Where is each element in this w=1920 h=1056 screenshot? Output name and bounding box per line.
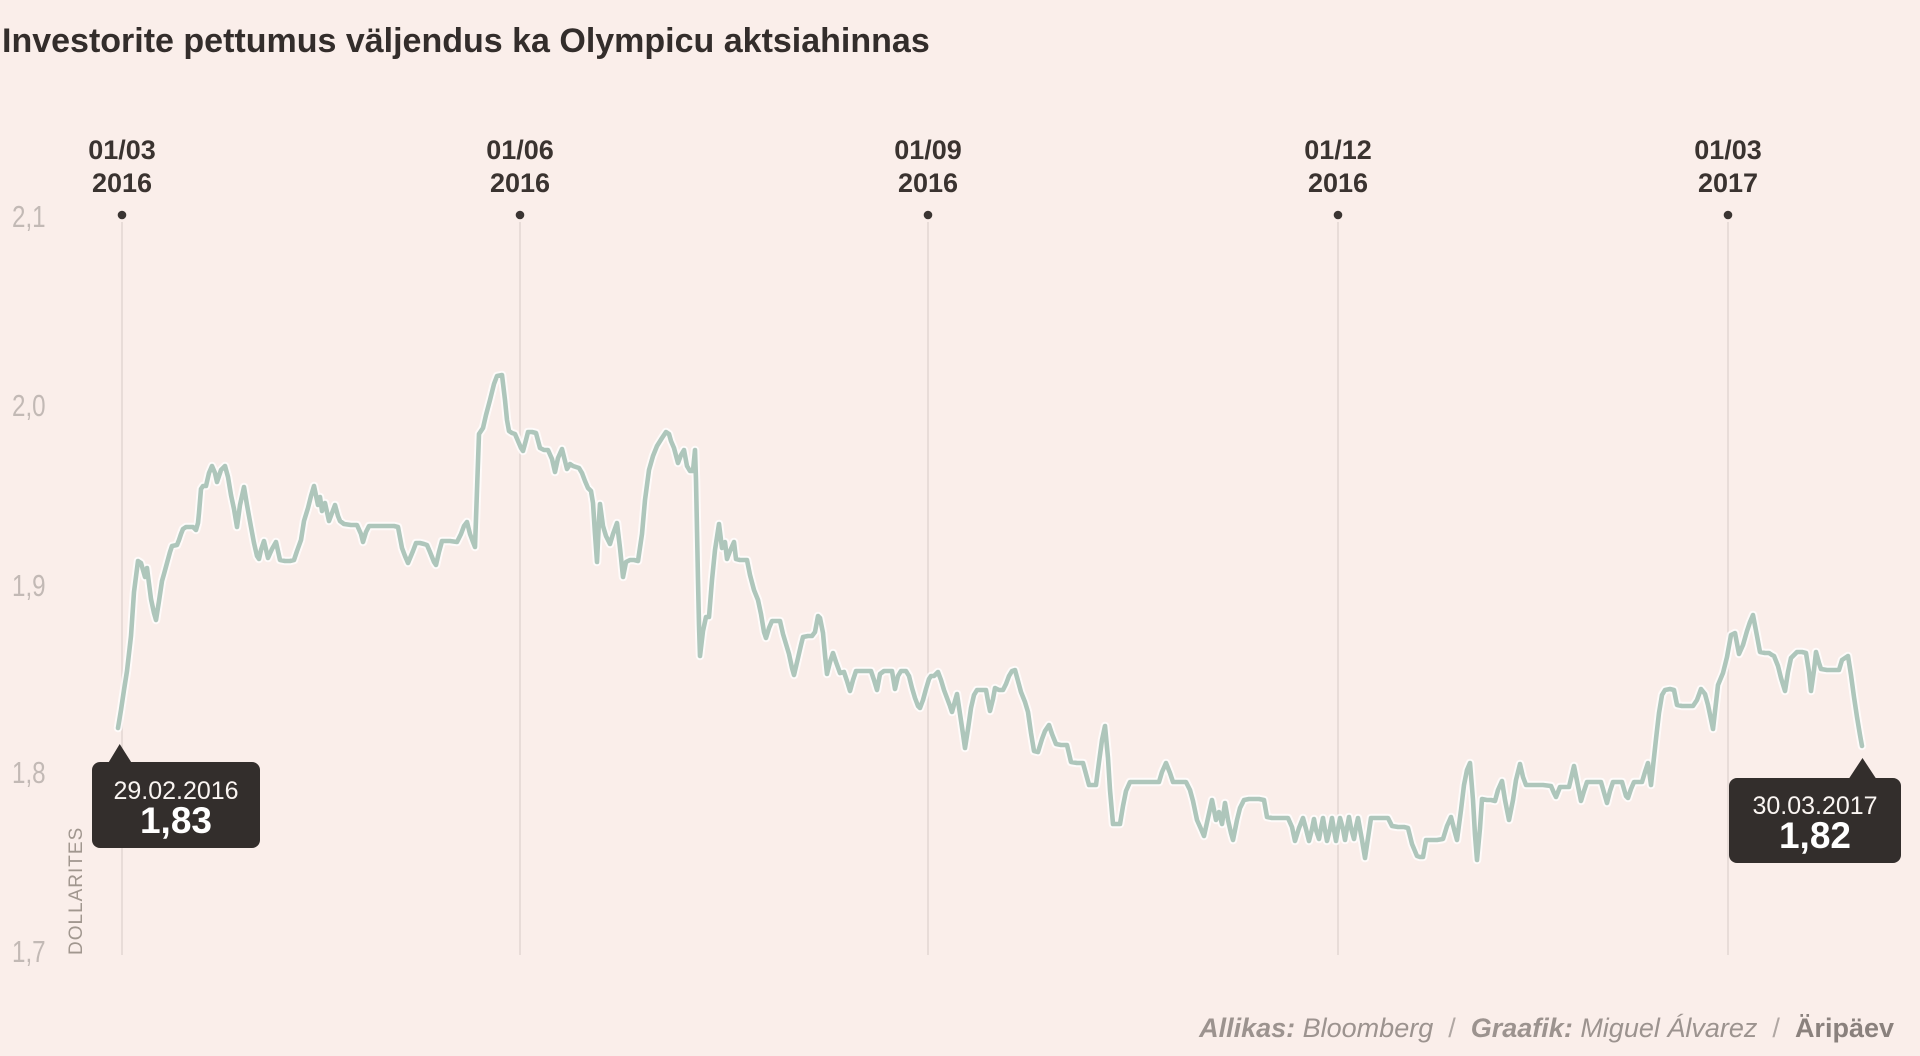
svg-text:29.02.2016: 29.02.2016: [113, 777, 238, 805]
svg-text:01/06: 01/06: [486, 135, 554, 165]
svg-text:Investorite pettumus väljendus: Investorite pettumus väljendus ka Olympi…: [2, 22, 930, 60]
svg-text:2017: 2017: [1698, 168, 1758, 198]
svg-text:01/03: 01/03: [1694, 135, 1762, 165]
svg-text:1,83: 1,83: [140, 800, 212, 841]
svg-text:2016: 2016: [1308, 168, 1368, 198]
svg-text:2016: 2016: [92, 168, 152, 198]
svg-text:2016: 2016: [898, 168, 958, 198]
svg-text:DOLLARITES: DOLLARITES: [66, 827, 87, 955]
svg-text:1,8: 1,8: [12, 755, 46, 790]
svg-text:2,1: 2,1: [12, 199, 46, 234]
svg-text:1,82: 1,82: [1779, 815, 1851, 856]
svg-text:2016: 2016: [490, 168, 550, 198]
svg-text:30.03.2017: 30.03.2017: [1752, 792, 1877, 820]
svg-text:01/03: 01/03: [88, 135, 156, 165]
svg-text:2,0: 2,0: [12, 388, 46, 423]
svg-text:01/12: 01/12: [1304, 135, 1372, 165]
svg-text:1,9: 1,9: [12, 568, 46, 603]
svg-text:1,7: 1,7: [12, 934, 46, 969]
svg-text:Allikas: Bloomberg / Graafik: Allikas: Bloomberg / Graafik: Miguel Álv…: [1198, 1013, 1894, 1043]
svg-text:01/09: 01/09: [894, 135, 962, 165]
